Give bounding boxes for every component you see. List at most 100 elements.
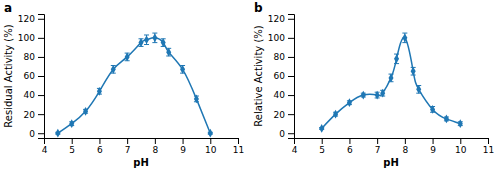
- y-tick-mark: [38, 114, 44, 115]
- x-tick-label: 5: [319, 145, 325, 155]
- marker: [166, 48, 171, 57]
- y-tick-label: 60: [24, 71, 36, 81]
- y-tick: 80: [24, 52, 44, 62]
- plot-area: [55, 33, 212, 138]
- y-tick: 100: [18, 33, 44, 43]
- x-tick: 8: [402, 138, 408, 155]
- plot-area: [319, 33, 463, 133]
- marker: [319, 124, 324, 133]
- y-tick-mark: [288, 95, 294, 96]
- y-tick-mark: [288, 19, 294, 20]
- y-tick-label: 120: [268, 14, 285, 24]
- y-tick-label: 40: [24, 90, 36, 100]
- marker: [83, 107, 88, 116]
- y-tick: 20: [24, 110, 44, 120]
- error-bar: [411, 67, 416, 75]
- y-tick-label: 20: [24, 110, 36, 120]
- y-tick-mark: [288, 38, 294, 39]
- y-tick: 80: [274, 52, 294, 62]
- y-axis: 0 20 40 60 80 100 120: [18, 14, 45, 138]
- marker: [144, 35, 149, 44]
- x-tick-mark: [349, 138, 350, 144]
- panel: 4567891011020406080100120pHResidual Acti…: [3, 1, 244, 168]
- marker: [194, 95, 199, 104]
- error-bar: [166, 48, 171, 56]
- marker: [458, 119, 463, 128]
- y-tick: 40: [274, 90, 294, 100]
- marker: [416, 85, 421, 94]
- x-tick-mark: [322, 138, 323, 144]
- y-tick-label: 80: [24, 52, 36, 62]
- x-tick: 10: [205, 138, 217, 155]
- y-tick-mark: [38, 133, 44, 134]
- x-axis-line: [45, 139, 239, 145]
- x-tick: 8: [152, 138, 158, 155]
- error-bar: [152, 33, 157, 43]
- marker: [180, 65, 185, 74]
- x-tick-mark: [210, 138, 211, 144]
- y-tick: 120: [268, 14, 294, 24]
- y-tick: 60: [274, 71, 294, 81]
- y-tick: 120: [18, 14, 44, 24]
- y-tick: 0: [29, 129, 44, 139]
- y-axis-line: [38, 15, 45, 139]
- x-tick-label: 8: [402, 145, 408, 155]
- x-tick: 7: [125, 138, 131, 155]
- error-bar: [389, 74, 394, 82]
- x-tick: 5: [69, 138, 75, 155]
- y-tick-label: 100: [18, 33, 35, 43]
- marker: [138, 38, 143, 47]
- marker: [430, 105, 435, 114]
- y-tick-label: 120: [18, 14, 35, 24]
- marker: [152, 33, 157, 42]
- y-tick: 100: [268, 33, 294, 43]
- x-tick-label: 8: [152, 145, 158, 155]
- y-tick-label: 20: [274, 110, 286, 120]
- marker: [444, 115, 449, 124]
- marker: [333, 110, 338, 119]
- y-tick-mark: [38, 76, 44, 77]
- x-tick-mark: [433, 138, 434, 144]
- panel-label: a: [4, 1, 12, 15]
- y-tick-label: 0: [29, 129, 35, 139]
- x-tick: 9: [430, 138, 436, 155]
- x-tick-mark: [99, 138, 100, 144]
- x-axis-title: pH: [383, 157, 399, 168]
- y-tick-label: 0: [279, 129, 285, 139]
- x-axis-title: pH: [133, 157, 149, 168]
- y-axis-title: Residual Activity (%): [3, 24, 14, 127]
- marker: [411, 67, 416, 76]
- y-tick-mark: [288, 133, 294, 134]
- x-tick-label: 4: [42, 145, 48, 155]
- y-tick: 20: [274, 110, 294, 120]
- x-tick-mark: [460, 138, 461, 144]
- y-axis-line: [288, 15, 295, 139]
- marker: [380, 89, 385, 98]
- x-tick-label: 7: [125, 145, 131, 155]
- x-tick: 9: [180, 138, 186, 155]
- marker: [161, 38, 166, 47]
- x-tick-mark: [377, 138, 378, 144]
- error-bar: [180, 66, 185, 74]
- figure: 4567891011020406080100120pHResidual Acti…: [0, 0, 500, 170]
- x-tick-label: 11: [233, 145, 244, 155]
- y-tick: 40: [24, 90, 44, 100]
- marker: [111, 65, 116, 74]
- error-bar: [161, 39, 166, 47]
- y-tick-label: 100: [268, 33, 285, 43]
- x-tick-mark: [155, 138, 156, 144]
- y-tick-mark: [288, 114, 294, 115]
- x-tick: 6: [347, 138, 353, 155]
- x-tick-mark: [238, 138, 239, 144]
- x-axis: 4567891011: [292, 138, 495, 155]
- y-tick-mark: [38, 38, 44, 39]
- marker: [402, 33, 407, 42]
- x-tick-mark: [72, 138, 73, 144]
- y-tick: 60: [24, 71, 44, 81]
- x-tick: 5: [319, 138, 325, 155]
- error-bar: [111, 66, 116, 74]
- x-tick-mark: [405, 138, 406, 144]
- marker: [97, 87, 102, 96]
- x-tick-label: 9: [180, 145, 186, 155]
- x-tick: 11: [233, 138, 244, 155]
